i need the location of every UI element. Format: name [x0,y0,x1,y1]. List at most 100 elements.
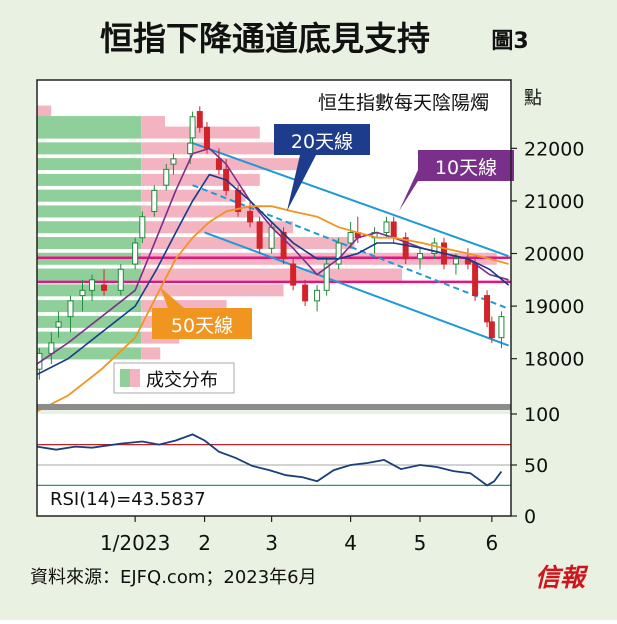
ma50-callout-label: 50天線 [171,315,233,337]
ma10-callout-pointer [399,170,418,211]
legend-swatch-up [120,369,130,387]
candle-body-up [132,242,139,265]
volume-bar-down [141,158,308,171]
ma20-callout-box [274,124,370,155]
ma50-line [36,205,509,413]
x-axis: 1/2023 2 3 4 5 6 [100,516,498,555]
candle-body-down [302,284,309,302]
candle-body-up [335,242,342,265]
x-tick-label: 3 [265,531,278,555]
rsi-y-axis: 0 50 100 [511,404,560,528]
plot-frame [36,79,512,517]
chart-subtitle: 恒生指數每天陰陽燭 [318,92,489,114]
volume-bar-up [37,142,142,155]
legend-swatch-down [130,369,140,387]
volume-bar-up [37,300,142,313]
volume-bar-down [141,237,355,249]
moving-averages [36,147,510,413]
candle-body-up [498,316,505,339]
volume-bar-down [141,221,293,234]
candle-body-up [48,342,55,354]
volume-bar-down [141,126,260,139]
candle-body-up [452,258,459,265]
x-tick-label: 1/2023 [100,531,170,555]
volume-bar-down [141,284,284,297]
figure-label: 圖3 [491,29,528,54]
volume-bar-down [141,347,161,360]
channel-middle-line [192,184,509,310]
downtrend-channel [192,142,509,347]
y-tick-label: 18000 [524,349,584,371]
volume-bar-up [37,189,142,202]
y-unit-label: 點 [524,88,542,109]
volume-bar-down [141,205,260,218]
volume-bar-up [37,331,142,344]
volume-bar-up [37,126,142,139]
candle-body-up [189,116,196,139]
source-note: 資料來源：EJFQ.com；2023年6月 [30,567,317,588]
candle-body-up [55,321,62,328]
candle-body-up [323,263,330,291]
y-tick-label: 19000 [524,296,584,318]
ma20-callout-pointer [287,155,316,211]
y-tick-label: 22000 [524,138,584,160]
candle-body-up [187,142,194,155]
candle-body-up [151,189,158,212]
rsi-value-label: RSI(14)=43.5837 [50,489,206,510]
volume-bar-up [37,221,142,234]
candle-body-up [431,242,438,255]
candlesticks [36,106,505,380]
candle-body-up [67,300,74,318]
rsi-y-tick-label: 50 [524,455,548,477]
y-tick-label: 20000 [524,244,584,266]
rsi-y-tick-label: 0 [524,506,536,528]
ma20-callout-label: 20天線 [291,131,353,153]
channel-lower-line [204,231,509,347]
legend-label: 成交分布 [146,370,218,391]
candle-body-down [402,237,409,260]
candle-body-down [101,284,108,291]
candle-body-down [196,111,203,128]
candle-body-down [390,221,397,239]
candle-body-down [203,126,210,149]
volume-bar-down [141,189,246,202]
volume-profile-legend: 成交分布 [113,362,235,394]
channel-upper-line [192,142,509,258]
candle-body-up [314,289,321,302]
candle-body-down [256,221,263,249]
brand-logo: 信報 [535,563,589,592]
panel-separator [37,404,511,410]
candle-body-down [290,263,297,286]
candle-body-down [488,321,495,339]
ma-callouts: 20天線 10天線 50天線 [152,124,514,339]
chart-title: 恒指下降通道底見支持 [100,19,430,58]
ma50-callout-box [152,308,252,339]
volume-bar-down [141,116,165,129]
x-tick-label: 5 [414,531,427,555]
candle-body-up [79,289,86,297]
volume-bar-up [37,173,142,186]
volume-bar-up [37,205,142,218]
candle-body-down [280,231,287,260]
volume-bar-up [37,158,142,171]
volume-bar-down [141,268,402,281]
rsi-polyline [36,433,503,487]
volume-bar-down [141,173,260,186]
volume-bar-up [37,237,142,249]
volume-bar-down [37,105,52,118]
rsi-y-tick-label: 100 [524,404,560,426]
candle-body-up [163,168,170,186]
ma20-line [36,173,510,376]
x-tick-label: 4 [344,531,357,555]
candle-body-down [484,295,491,323]
candle-body-up [417,253,424,260]
ma50-callout-pointer [160,287,184,308]
y-tick-label: 21000 [524,191,584,213]
candle-body-down [247,210,254,223]
candle-body-up [117,268,124,291]
rsi-line [36,433,503,487]
candle-body-up [383,221,390,233]
candle-body-down [472,263,479,297]
